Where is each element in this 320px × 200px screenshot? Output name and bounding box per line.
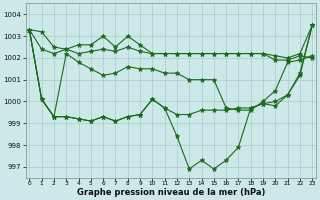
X-axis label: Graphe pression niveau de la mer (hPa): Graphe pression niveau de la mer (hPa) [76,188,265,197]
